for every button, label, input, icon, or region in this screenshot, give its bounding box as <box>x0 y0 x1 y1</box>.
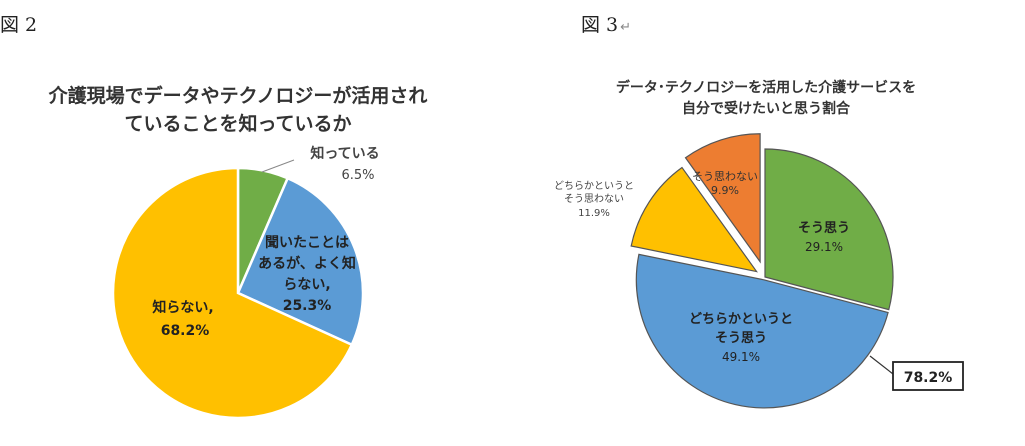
chart1-value-notknow: 68.2% <box>161 323 210 339</box>
chart2-label-somewhat-yes-1: どちらかというと <box>689 312 793 327</box>
figure2-label: 図 2 <box>0 14 38 36</box>
chart2-label-somewhat-no-2: そう思わない <box>564 193 624 205</box>
chart2-value-yes: 29.1% <box>805 240 843 254</box>
callout-value: 78.2% <box>904 370 953 386</box>
chart2-label-no: そう思わない <box>692 170 758 183</box>
chart1-label-heard-2: あるが、よく知 <box>258 255 356 272</box>
figure3-label-text: 図 3 <box>581 14 619 36</box>
chart1-slice-2 <box>236 176 365 347</box>
chart2-value-somewhat-yes: 49.1% <box>722 350 760 364</box>
chart1-label-heard-3: らない, <box>283 277 330 293</box>
chart1-title-line1: 介護現場でデータやテクノロジーが活用され <box>48 84 428 107</box>
chart1-label-heard-1: 聞いたことは <box>265 235 349 251</box>
chart2-title-line2: 自分で受けたいと思う割合 <box>682 100 851 117</box>
chart1-pie <box>111 166 365 420</box>
chart2-pie <box>630 133 894 409</box>
chart1-slice-3 <box>111 166 354 420</box>
chart2-slice-2 <box>635 253 889 409</box>
chart1-value-heard: 25.3% <box>283 298 332 314</box>
chart1-leader-line <box>261 159 295 173</box>
chart1-label-notknow: 知らない, <box>152 299 213 316</box>
chart2-label-yes: そう思う <box>798 221 850 236</box>
chart2-value-no: 9.9% <box>711 184 739 197</box>
return-mark-icon: ↵ <box>620 20 632 35</box>
chart2-slice-4 <box>684 133 761 264</box>
chart2-slice-1 <box>764 148 894 311</box>
chart2-label-somewhat-yes-2: そう思う <box>715 331 767 346</box>
chart2-slice-3 <box>630 166 758 273</box>
chart2-value-somewhat-no: 11.9% <box>578 208 610 219</box>
chart1-value-knows: 6.5% <box>341 168 374 183</box>
chart1-label-knows: 知っている <box>310 145 379 162</box>
figure3-label: 図 3 ↵ <box>581 10 631 37</box>
chart1-title-line2: ていることを知っているか <box>124 112 351 135</box>
chart2-title-line1: データ･テクノロジーを活用した介護サービスを <box>616 79 916 96</box>
chart2-label-somewhat-no-1: どちらかというと <box>554 180 634 192</box>
callout-box <box>892 361 964 391</box>
callout-leader-line <box>869 355 894 375</box>
